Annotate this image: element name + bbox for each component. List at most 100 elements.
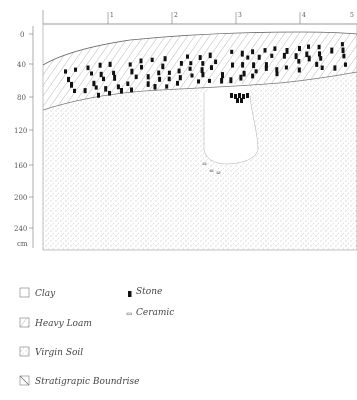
stone-find [94, 85, 98, 90]
ceramic-finds [202, 162, 221, 174]
stone-find [176, 80, 179, 86]
depth-tick-0: 0 [20, 31, 24, 39]
stone-find [275, 71, 279, 77]
depth-tick-120: 120 [14, 127, 27, 135]
stone-find [220, 78, 224, 84]
stone-find [120, 88, 123, 94]
stone-find [240, 98, 243, 103]
stone-find [130, 87, 133, 93]
stone-find [315, 61, 319, 67]
stone-find [231, 62, 234, 68]
stone-find [210, 65, 213, 70]
legend-swatch-ceramic [126, 312, 132, 316]
legend-label-clay: Clay [35, 289, 56, 299]
stone-find [298, 46, 301, 52]
stone-find [165, 84, 169, 89]
stone-find [179, 61, 183, 66]
stone-find [163, 56, 167, 62]
stone-find [139, 58, 143, 64]
stone-find [340, 42, 344, 47]
stone-find [189, 61, 193, 66]
stone-find [284, 65, 288, 70]
stone-find [257, 54, 261, 60]
stone-find [128, 62, 132, 67]
stone-find [146, 81, 150, 87]
stone-find [241, 62, 245, 68]
stone-find [297, 59, 301, 64]
stone-find [246, 55, 250, 60]
stone-find [305, 51, 309, 58]
stone-find [161, 63, 165, 70]
depth-tick-240: 240 [14, 225, 27, 233]
stone-find [246, 93, 249, 98]
stone-finds [64, 42, 347, 103]
stone-find [74, 67, 77, 72]
stone-find [307, 55, 311, 62]
stone-find [344, 62, 347, 67]
stone-find [208, 78, 211, 83]
stone-find [251, 49, 255, 55]
stone-find [263, 48, 267, 53]
stone-find [273, 46, 277, 51]
stone-find [140, 64, 143, 70]
stone-find [285, 48, 289, 54]
stone-find [230, 49, 234, 54]
stone-find [251, 73, 255, 79]
stone-find [221, 72, 224, 78]
stone-find [150, 57, 154, 62]
stone-find [104, 86, 108, 92]
stone-find [70, 81, 73, 88]
stone-find [341, 47, 345, 53]
stone-find [270, 53, 274, 58]
stone-find [318, 51, 321, 57]
stone-find [297, 67, 301, 73]
column-label-2: 2 [174, 12, 178, 19]
depth-tick-200: 200 [14, 194, 27, 202]
legend-swatch-stone [128, 291, 132, 297]
stone-find [158, 76, 162, 82]
legend: Clay Heavy Loam Virgin Soil Stratigrapic… [19, 287, 174, 387]
stone-find [83, 88, 87, 94]
stone-find [242, 94, 245, 99]
pit-boundary [203, 92, 259, 165]
stone-find [200, 67, 204, 73]
stone-find [86, 65, 90, 71]
column-label-4: 4 [302, 12, 306, 19]
stone-find [190, 73, 194, 78]
stone-find [214, 59, 218, 65]
legend-label-heavy-loam: Heavy Loam [34, 319, 92, 329]
stone-find [282, 52, 286, 59]
legend-boundary-line [19, 375, 30, 386]
stone-find [198, 55, 202, 60]
stone-find [108, 61, 112, 67]
stratigraphic-boundary-lower [42, 71, 357, 111]
stone-find [177, 68, 181, 74]
legend-label-boundary: Stratigrapic Boundrise [35, 377, 139, 387]
legend-swatch-clay [19, 287, 30, 298]
stone-find [112, 70, 116, 76]
stone-find [157, 70, 161, 76]
depth-tick-40: 40 [17, 61, 26, 69]
stone-find [317, 44, 321, 50]
stone-find [242, 70, 246, 77]
stone-find [108, 90, 111, 96]
stone-find [238, 93, 241, 98]
depth-tick-80: 80 [17, 94, 26, 102]
stone-find [167, 70, 171, 75]
legend-label-virgin-soil: Virgin Soil [35, 348, 83, 358]
stone-find [92, 80, 96, 87]
ceramic-sherd [209, 169, 214, 172]
virgin-soil-layer [43, 72, 357, 250]
stone-find [208, 52, 212, 59]
column-label-3: 3 [238, 12, 242, 19]
stone-find [178, 75, 182, 81]
stone-find [201, 61, 205, 66]
stone-find [294, 53, 298, 59]
stone-find [264, 65, 268, 71]
stone-find [252, 62, 256, 69]
stone-find [197, 79, 200, 84]
stone-find [254, 69, 258, 74]
stone-find [134, 74, 138, 80]
depth-axis: 0 40 80 120 160 200 240 cm [14, 26, 34, 248]
stone-find [73, 88, 76, 93]
